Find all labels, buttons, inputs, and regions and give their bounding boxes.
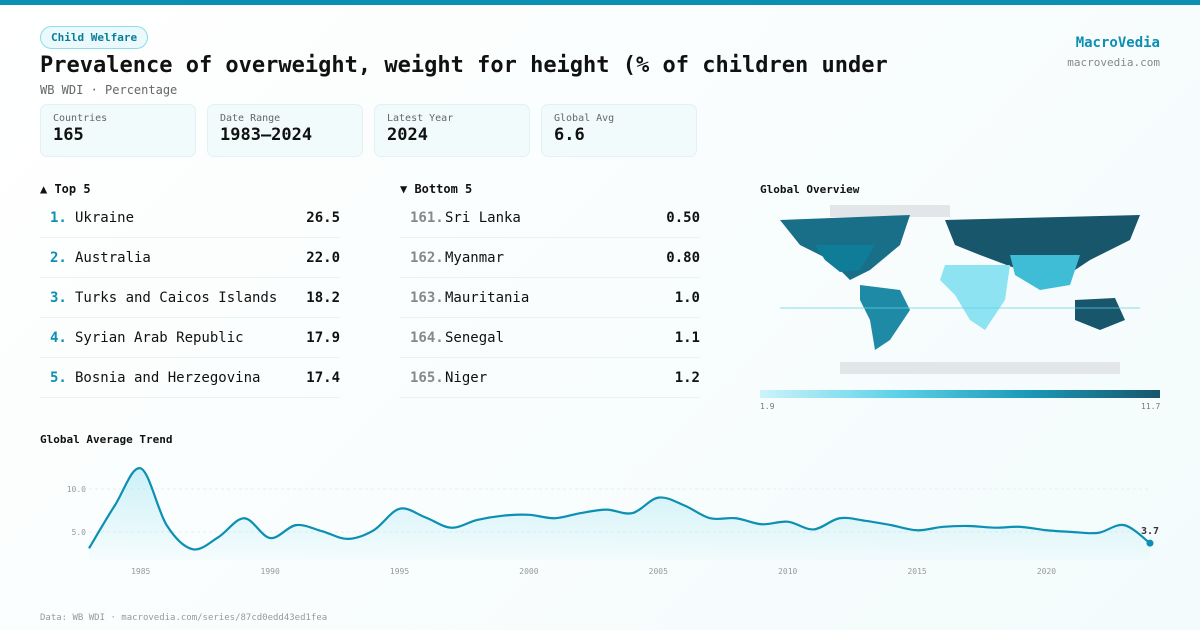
- top-accent-bar: [0, 0, 1200, 5]
- stat-label: Global Avg: [554, 113, 615, 124]
- map-color-legend: [760, 390, 1160, 398]
- country-value: 1.2: [674, 369, 700, 386]
- rank-number: 4.: [50, 329, 67, 346]
- bottom5-title: ▼ Bottom 5: [400, 182, 473, 196]
- map-australia[interactable]: [1075, 298, 1125, 330]
- trend-line: [88, 467, 1151, 551]
- x-tick-label: 2005: [649, 567, 668, 576]
- map-asia-south[interactable]: [1010, 255, 1080, 290]
- footer-source: Data: WB WDI · macrovedia.com/series/87c…: [40, 613, 328, 623]
- last-point-marker: [1146, 539, 1154, 547]
- country-value: 18.2: [306, 289, 340, 306]
- x-tick-label: 1990: [261, 567, 280, 576]
- stat-card-global-avg: Global Avg 6.6: [541, 104, 697, 157]
- rank-row[interactable]: 1. Ukraine 26.5: [40, 198, 340, 238]
- map-africa[interactable]: [940, 265, 1010, 330]
- rank-number: 164.: [410, 329, 444, 346]
- stat-label: Date Range: [220, 113, 281, 124]
- stat-value: 2024: [387, 125, 428, 145]
- rank-row[interactable]: 5. Bosnia and Herzegovina 17.4: [40, 358, 340, 398]
- rank-number: 161.: [410, 209, 444, 226]
- x-tick-label: 1995: [390, 567, 409, 576]
- rank-number: 162.: [410, 249, 444, 266]
- rank-row[interactable]: 4. Syrian Arab Republic 17.9: [40, 318, 340, 358]
- rank-number: 2.: [50, 249, 67, 266]
- country-name: Bosnia and Herzegovina: [75, 369, 261, 386]
- x-tick-label: 2020: [1037, 567, 1056, 576]
- stat-card-date-range: Date Range 1983–2024: [207, 104, 363, 157]
- map-title: Global Overview: [760, 183, 860, 196]
- country-value: 0.80: [666, 249, 700, 266]
- map-eurasia[interactable]: [945, 215, 1140, 280]
- world-map[interactable]: [760, 200, 1160, 380]
- country-name: Senegal: [445, 329, 505, 346]
- top5-title: ▲ Top 5: [40, 182, 91, 196]
- rank-number: 3.: [50, 289, 67, 306]
- top5-list: ▲ Top 5 1. Ukraine 26.5 2. Australia 22.0 3. Tu…: [40, 182, 340, 406]
- rank-row[interactable]: 161. Sri Lanka 0.50: [400, 198, 700, 238]
- stat-label: Countries: [53, 113, 108, 124]
- trend-chart: 5.0 10.0 1985 1990 1995 2000 2005 2010 2015 2020 3…: [67, 467, 1159, 576]
- country-value: 1.1: [674, 329, 700, 346]
- map-usa[interactable]: [815, 245, 875, 272]
- map-greenland: [830, 205, 950, 217]
- brand-logo[interactable]: MacroVedia: [1075, 35, 1160, 51]
- rank-row[interactable]: 162. Myanmar 0.80: [400, 238, 700, 278]
- rank-number: 1.: [50, 209, 67, 226]
- x-tick-label: 2015: [907, 567, 926, 576]
- rank-row[interactable]: 163. Mauritania 1.0: [400, 278, 700, 318]
- country-name: Mauritania: [445, 289, 530, 306]
- country-value: 17.9: [306, 329, 340, 346]
- legend-min: 1.9: [760, 402, 775, 411]
- trend-title: Global Average Trend: [40, 433, 173, 446]
- category-tag[interactable]: Child Welfare: [40, 26, 149, 49]
- bottom5-list: ▼ Bottom 5 161. Sri Lanka 0.50 162. Myanmar 0…: [400, 182, 700, 406]
- brand-url[interactable]: macrovedia.com: [1067, 56, 1160, 69]
- x-tick-label: 2000: [519, 567, 538, 576]
- stat-label: Latest Year: [387, 113, 454, 124]
- country-value: 17.4: [306, 369, 340, 386]
- stat-card-latest-year: Latest Year 2024: [374, 104, 530, 157]
- page-subtitle: WB WDI · Percentage: [40, 83, 178, 97]
- country-name: Syrian Arab Republic: [75, 329, 244, 346]
- country-value: 1.0: [674, 289, 700, 306]
- map-south-america[interactable]: [860, 285, 910, 350]
- country-name: Sri Lanka: [445, 209, 521, 226]
- country-value: 26.5: [306, 209, 340, 226]
- y-tick-label: 5.0: [72, 528, 87, 537]
- rank-row[interactable]: 165. Niger 1.2: [400, 358, 700, 398]
- last-value-label: 3.7: [1141, 526, 1159, 537]
- rank-number: 5.: [50, 369, 67, 386]
- stat-value: 1983–2024: [220, 125, 313, 145]
- country-name: Ukraine: [75, 209, 135, 226]
- country-name: Turks and Caicos Islands: [75, 289, 278, 306]
- legend-max: 11.7: [1141, 402, 1161, 411]
- x-tick-label: 1985: [131, 567, 150, 576]
- y-tick-label: 10.0: [67, 485, 86, 494]
- map-antarctica: [840, 362, 1120, 374]
- stat-value: 6.6: [554, 125, 585, 145]
- page-title: Prevalence of overweight, weight for hei…: [40, 53, 888, 78]
- country-name: Niger: [445, 369, 488, 386]
- stat-value: 165: [53, 125, 84, 145]
- stat-card-countries: Countries 165: [40, 104, 196, 157]
- country-value: 22.0: [306, 249, 340, 266]
- rank-row[interactable]: 164. Senegal 1.1: [400, 318, 700, 358]
- trend-area: [89, 468, 1150, 560]
- country-name: Australia: [75, 249, 151, 266]
- rank-number: 165.: [410, 369, 444, 386]
- stat-cards: Countries 165 Date Range 1983–2024 Latest …: [40, 104, 697, 157]
- x-tick-label: 2010: [778, 567, 797, 576]
- rank-row[interactable]: 2. Australia 22.0: [40, 238, 340, 278]
- rank-row[interactable]: 3. Turks and Caicos Islands 18.2: [40, 278, 340, 318]
- country-name: Myanmar: [445, 249, 505, 266]
- country-value: 0.50: [666, 209, 700, 226]
- rank-number: 163.: [410, 289, 444, 306]
